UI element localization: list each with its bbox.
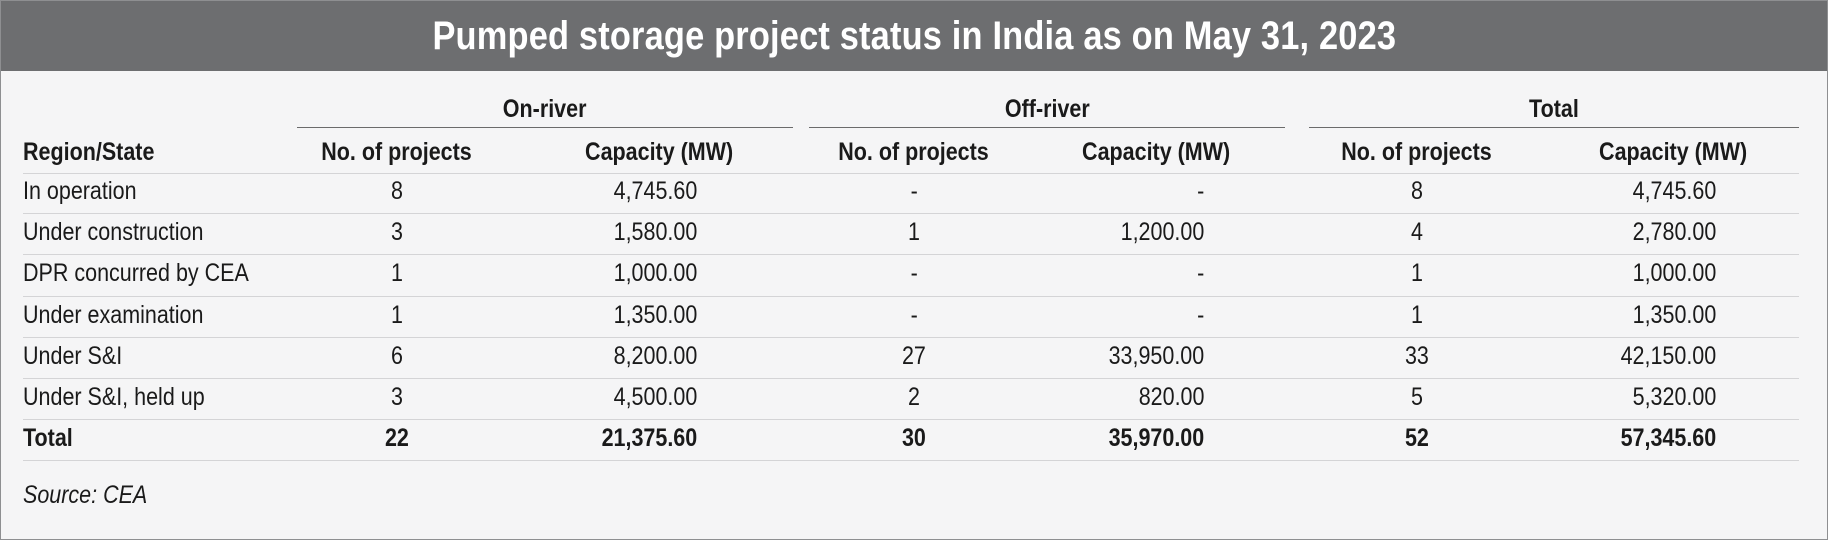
column-header: No. of projects <box>321 138 473 166</box>
table-cell: 4,745.60 <box>1632 177 1716 205</box>
table-cell: 1 <box>391 259 403 287</box>
row-rule <box>23 296 1799 297</box>
total-cell: 57,345.60 <box>1620 424 1716 452</box>
total-cell: 21,375.60 <box>601 424 697 452</box>
table-cell: 1,350.00 <box>613 301 697 329</box>
table-cell: 8 <box>391 177 403 205</box>
total-cell: 30 <box>902 424 926 452</box>
column-header: Capacity (MW) <box>584 138 734 166</box>
row-label: Under S&I <box>23 342 123 370</box>
table-cell: 33,950.00 <box>1108 342 1204 370</box>
column-header: No. of projects <box>838 138 990 166</box>
row-rule <box>23 419 1799 420</box>
total-cell: 35,970.00 <box>1108 424 1204 452</box>
group-header-on-river: On-river <box>297 91 793 128</box>
header-rule <box>23 173 1799 174</box>
table-cell: 820.00 <box>1138 383 1204 411</box>
table-cell: 5,320.00 <box>1632 383 1716 411</box>
table-cell: 4,500.00 <box>613 383 697 411</box>
table-cell: 1,000.00 <box>613 259 697 287</box>
table-cell: 1,350.00 <box>1632 301 1716 329</box>
table-cell: 4 <box>1411 218 1423 246</box>
table-cell: 27 <box>902 342 926 370</box>
table-cell: 2 <box>908 383 920 411</box>
row-label: Under construction <box>23 218 204 246</box>
table-cell: 2,780.00 <box>1632 218 1716 246</box>
table-cell: 1,000.00 <box>1632 259 1716 287</box>
table-cell: - <box>910 301 918 329</box>
table-cell: 4,745.60 <box>613 177 697 205</box>
table-cell: 5 <box>1411 383 1423 411</box>
column-header: Region/State <box>23 138 155 166</box>
row-rule <box>23 337 1799 338</box>
row-label: In operation <box>23 177 137 205</box>
table-cell: 1 <box>391 301 403 329</box>
column-header: Capacity (MW) <box>1598 138 1748 166</box>
table-cell: 1 <box>1411 259 1423 287</box>
table-cell: - <box>1196 259 1204 287</box>
table-cell: 8,200.00 <box>613 342 697 370</box>
table-cell: 3 <box>391 383 403 411</box>
group-header-off-river: Off-river <box>809 91 1285 128</box>
table-cell: 8 <box>1411 177 1423 205</box>
table-cell: - <box>910 177 918 205</box>
row-rule <box>23 378 1799 379</box>
table-cell: - <box>1196 177 1204 205</box>
row-rule <box>23 213 1799 214</box>
total-cell: 22 <box>385 424 409 452</box>
table-cell: 1 <box>1411 301 1423 329</box>
source-note: Source: CEA <box>23 481 148 509</box>
table-cell: 33 <box>1405 342 1429 370</box>
group-header-total: Total <box>1309 91 1799 128</box>
row-label: Under examination <box>23 301 204 329</box>
table-cell: - <box>1196 301 1204 329</box>
column-header: No. of projects <box>1341 138 1493 166</box>
row-label: Under S&I, held up <box>23 383 205 411</box>
total-rule <box>23 460 1799 461</box>
table-title-bar: Pumped storage project status in India a… <box>1 1 1827 71</box>
column-header: Capacity (MW) <box>1081 138 1231 166</box>
row-label: DPR concurred by CEA <box>23 259 249 287</box>
table-cell: 1,200.00 <box>1120 218 1204 246</box>
table-cell: 6 <box>391 342 403 370</box>
table-cell: 3 <box>391 218 403 246</box>
total-cell: 52 <box>1405 424 1429 452</box>
table-cell: 1 <box>908 218 920 246</box>
table-title: Pumped storage project status in India a… <box>432 13 1396 58</box>
row-rule <box>23 254 1799 255</box>
total-row-label: Total <box>23 424 73 452</box>
table-cell: 1,580.00 <box>613 218 697 246</box>
table-cell: 42,150.00 <box>1620 342 1716 370</box>
table-cell: - <box>910 259 918 287</box>
